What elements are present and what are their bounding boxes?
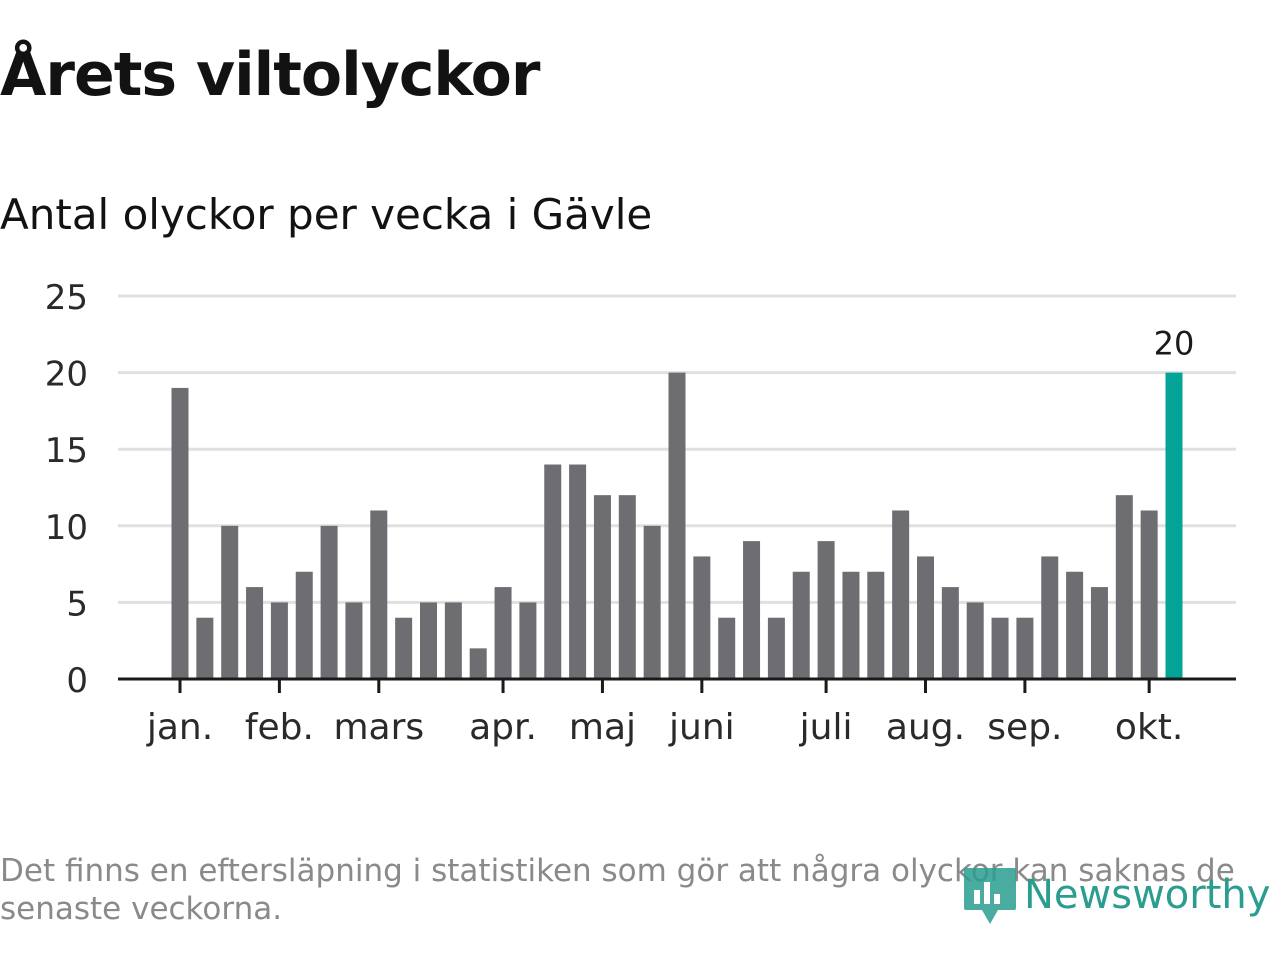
bar: [867, 571, 885, 679]
bar: [593, 495, 611, 679]
chart-title: Årets viltolyckor: [0, 40, 540, 110]
bar: [618, 495, 636, 679]
y-tick-label: 10: [45, 508, 88, 548]
bar: [519, 602, 537, 679]
x-tick-label: jan.: [146, 707, 213, 748]
y-tick-label: 15: [45, 431, 88, 471]
bar: [221, 525, 239, 679]
bar: [1115, 495, 1133, 679]
newsworthy-logo-icon: [964, 868, 1016, 924]
y-tick-label: 0: [66, 661, 88, 701]
chart-subtitle: Antal olyckor per vecka i Gävle: [0, 190, 653, 239]
bar: [494, 587, 512, 679]
bar: [420, 602, 437, 679]
footnote: Det finns en eftersläpning i statistiken…: [0, 853, 1235, 927]
bar: [917, 556, 934, 679]
bar: [693, 556, 711, 679]
bar: [246, 587, 264, 679]
bar: [270, 602, 288, 679]
bar: [991, 617, 1009, 679]
bar: [743, 541, 761, 679]
bar: [767, 617, 785, 679]
x-tick-label: sep.: [987, 707, 1062, 748]
bar: [370, 510, 388, 679]
bar: [171, 387, 189, 679]
bar: [792, 571, 810, 679]
data-label: 20: [1154, 325, 1195, 363]
y-tick-label: 25: [45, 278, 88, 318]
bar: [320, 525, 338, 679]
bar: [1090, 587, 1108, 679]
bar: [892, 510, 910, 679]
bar-highlight: [1165, 372, 1183, 679]
bar: [941, 587, 959, 679]
x-tick-label: mars: [333, 707, 424, 748]
y-tick-label: 20: [45, 355, 88, 395]
bar-chart: 0 5 10 15 20 25 jan. feb. mars apr. maj juni juli au…: [45, 278, 1236, 748]
bar: [817, 541, 835, 679]
x-axis-ticks: jan. feb. mars apr. maj juni juli aug. sep. okt.: [146, 679, 1183, 748]
bar: [1016, 617, 1034, 679]
x-tick-label: juni: [668, 707, 735, 748]
bar: [643, 525, 661, 679]
x-tick-label: juli: [799, 707, 853, 748]
bar: [668, 372, 686, 679]
x-tick-label: maj: [569, 707, 636, 748]
bar: [395, 617, 413, 679]
bar: [295, 571, 313, 679]
x-tick-label: apr.: [469, 707, 537, 748]
bars: [171, 372, 1183, 679]
bar: [544, 464, 562, 679]
bar: [718, 617, 736, 679]
bar: [444, 602, 462, 679]
y-tick-label: 5: [66, 584, 88, 624]
bar: [842, 571, 860, 679]
bar: [1041, 556, 1059, 679]
brand-name: Newsworthy: [1024, 872, 1271, 918]
y-axis-ticks: 0 5 10 15 20 25: [45, 278, 88, 701]
bar: [569, 464, 587, 679]
bar: [196, 617, 214, 679]
brand-logo: Newsworthy: [962, 862, 1270, 928]
bar: [1140, 510, 1158, 679]
x-tick-label: okt.: [1115, 707, 1183, 748]
bar: [1066, 571, 1084, 679]
x-tick-label: aug.: [886, 707, 965, 748]
bar: [469, 648, 487, 679]
data-labels: 20: [1154, 325, 1195, 363]
bar: [345, 602, 363, 679]
x-tick-label: feb.: [245, 707, 314, 748]
bar: [966, 602, 984, 679]
